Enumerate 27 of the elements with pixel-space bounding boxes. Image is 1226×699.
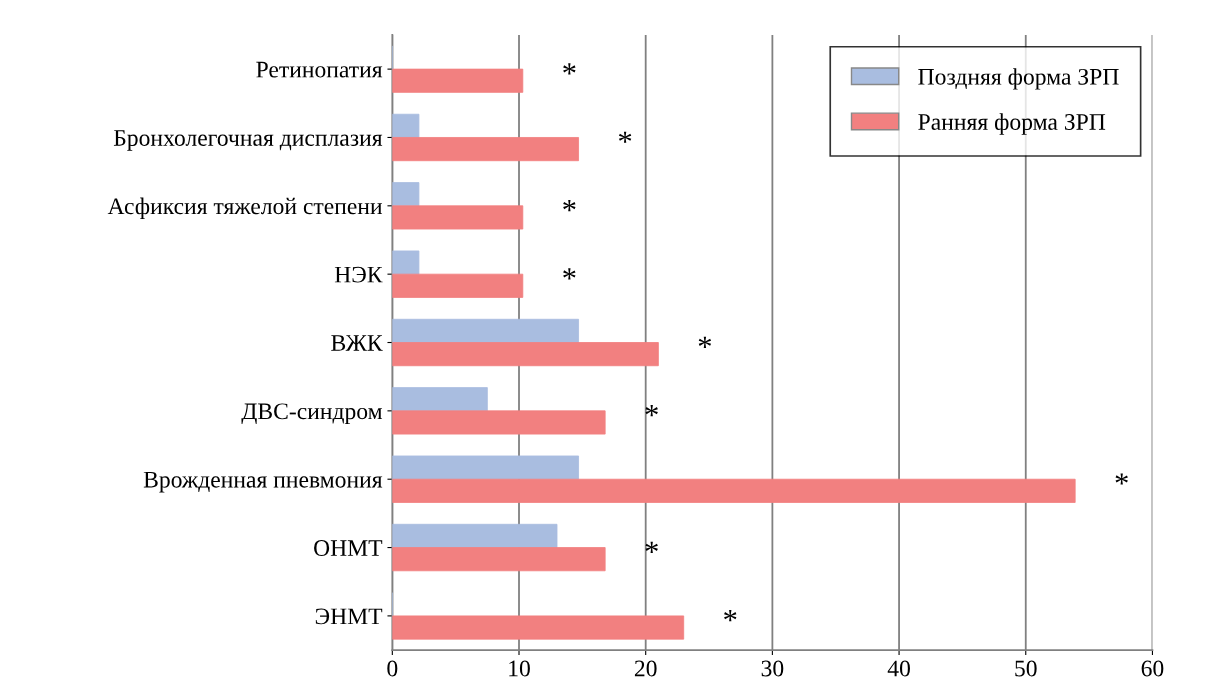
annotation: *: [698, 336, 712, 348]
y-tick-label: ЭНМТ: [315, 608, 383, 625]
x-tick-label: 40: [887, 660, 910, 677]
x-tick-label: 50: [1015, 660, 1037, 677]
x-tick-label: 10: [509, 660, 530, 677]
y-tick-label: НЭК: [334, 266, 383, 283]
y-tick-label: Асфиксия тяжелой степени: [107, 197, 383, 220]
annotation: *: [645, 541, 658, 553]
y-tick-label: Бронхолегочная дисплазия: [113, 130, 383, 151]
y-tick-label: ОНМТ: [314, 540, 383, 556]
annotation: *: [563, 63, 576, 75]
legend-label: Поздняя форма ЗРП: [918, 68, 1119, 90]
y-tick-label: ВЖК: [331, 335, 383, 351]
annotation: *: [618, 131, 632, 143]
y-tick-label: ДВС-синдром: [241, 403, 383, 425]
y-tick-label: Ретинопатия: [256, 61, 383, 78]
annotation: *: [563, 199, 576, 212]
y-tick-label: Врожденная пневмония: [143, 471, 383, 493]
x-tick-label: 30: [761, 660, 784, 677]
x-tick-label: 20: [634, 660, 657, 677]
annotation: *: [724, 610, 737, 622]
annotation: *: [1115, 473, 1128, 485]
annotation: *: [563, 268, 576, 280]
x-tick-label: 60: [1141, 660, 1164, 677]
annotation: *: [645, 405, 658, 417]
legend-label: Ранняя форма ЗРП: [918, 113, 1106, 135]
x-tick-label: 0: [387, 660, 398, 677]
